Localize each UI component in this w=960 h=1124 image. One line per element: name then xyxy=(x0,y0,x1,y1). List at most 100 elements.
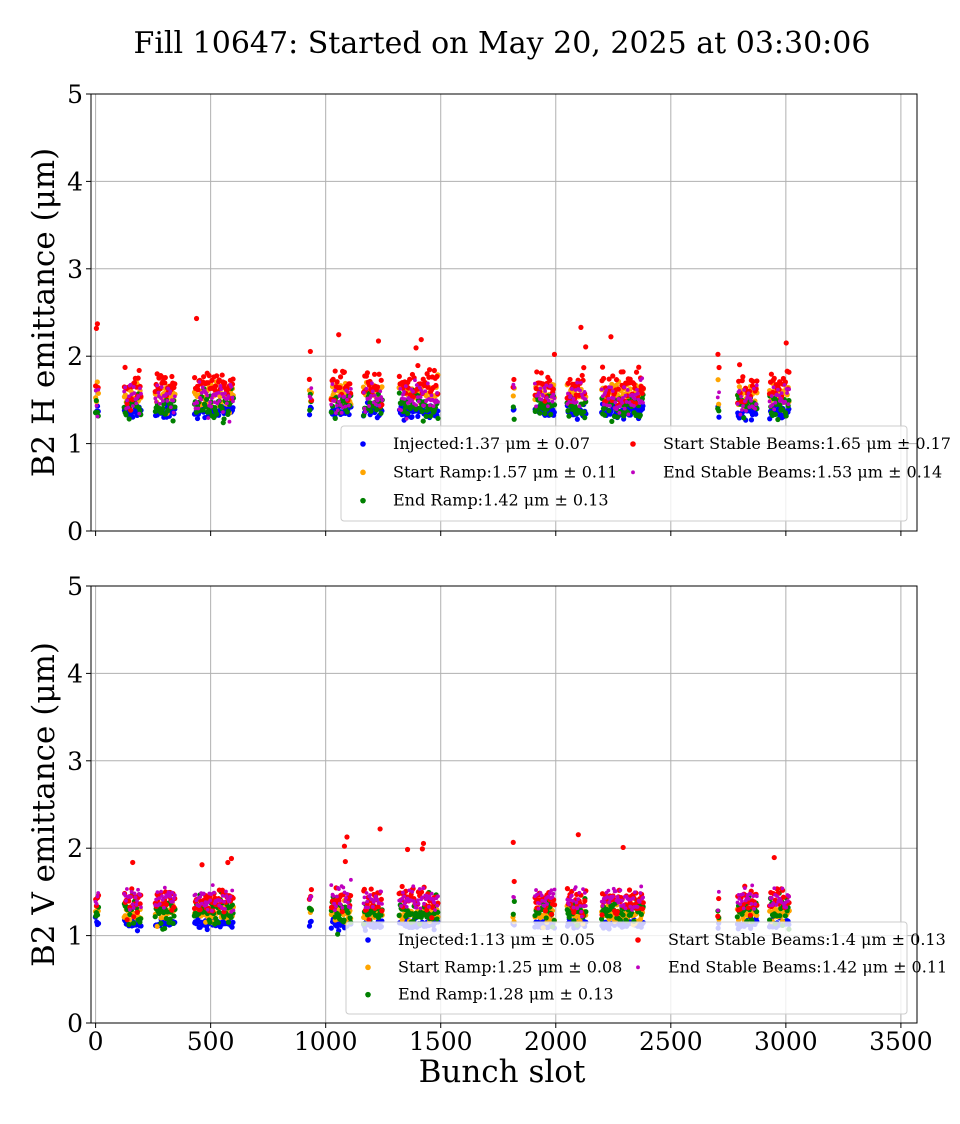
data-point xyxy=(601,402,606,407)
data-point xyxy=(783,399,788,404)
data-point xyxy=(414,383,419,388)
data-point xyxy=(738,902,743,907)
data-point xyxy=(752,906,756,911)
data-point xyxy=(552,887,557,892)
data-point xyxy=(348,905,352,910)
data-point xyxy=(551,351,558,357)
data-point xyxy=(336,887,341,891)
data-point xyxy=(138,916,144,922)
data-point xyxy=(230,376,236,382)
data-point xyxy=(511,898,517,904)
data-point xyxy=(344,834,350,840)
data-point xyxy=(411,389,415,394)
data-point xyxy=(205,907,210,912)
data-point xyxy=(228,914,234,920)
data-point xyxy=(415,362,421,369)
legend-label-end_ramp: End Ramp:1.28 μm ± 0.13 xyxy=(398,985,614,1004)
data-point xyxy=(230,888,235,893)
data-point xyxy=(579,909,584,914)
data-point xyxy=(378,896,384,902)
data-point xyxy=(641,400,645,405)
data-point xyxy=(640,900,646,906)
data-point xyxy=(369,393,373,398)
data-point xyxy=(122,392,128,398)
data-point xyxy=(160,897,165,902)
data-point xyxy=(750,378,756,384)
legend-marker-end_stable xyxy=(636,965,640,970)
data-point xyxy=(767,917,773,923)
data-point xyxy=(379,908,385,914)
data-point xyxy=(534,404,538,409)
data-point xyxy=(168,389,173,394)
data-point xyxy=(436,894,440,899)
data-point xyxy=(772,407,777,412)
data-point xyxy=(787,387,792,392)
data-point xyxy=(532,381,537,386)
data-point xyxy=(579,372,585,379)
data-point xyxy=(96,387,101,392)
data-point xyxy=(435,391,439,395)
data-point xyxy=(622,406,627,411)
data-point xyxy=(511,382,516,387)
data-point xyxy=(171,899,175,904)
data-point xyxy=(409,414,415,420)
data-point xyxy=(419,388,424,393)
data-point xyxy=(433,382,439,389)
data-point xyxy=(542,908,549,914)
data-point xyxy=(329,883,334,887)
data-point xyxy=(337,374,344,380)
data-point xyxy=(171,904,177,910)
data-point xyxy=(165,399,170,403)
data-point xyxy=(512,895,516,900)
data-point xyxy=(754,909,760,915)
data-point xyxy=(407,376,413,382)
legend-marker-start_ramp xyxy=(365,964,371,971)
data-point xyxy=(431,367,437,374)
data-point xyxy=(434,373,440,380)
data-point xyxy=(370,904,375,909)
data-point xyxy=(787,894,792,899)
data-point xyxy=(93,325,100,331)
x-tick-label: 0 xyxy=(88,1027,104,1056)
data-point xyxy=(610,373,616,379)
data-point xyxy=(715,913,721,919)
data-point xyxy=(94,321,101,327)
data-point xyxy=(226,394,231,399)
y-tick-label: 4 xyxy=(67,659,83,688)
data-point xyxy=(347,893,354,899)
data-point xyxy=(779,391,784,396)
data-point xyxy=(137,901,143,907)
data-point xyxy=(641,895,646,900)
data-point xyxy=(550,386,556,392)
data-point xyxy=(164,392,169,396)
data-point xyxy=(769,895,774,900)
data-point xyxy=(371,371,378,377)
data-point xyxy=(537,901,542,906)
legend: Injected:1.13 μm ± 0.05 Start Ramp:1.25 μ… xyxy=(345,921,947,1015)
data-point xyxy=(124,898,128,903)
data-point xyxy=(364,370,371,376)
data-point xyxy=(362,406,367,411)
data-point xyxy=(332,398,337,403)
data-point xyxy=(338,902,343,907)
data-point xyxy=(636,364,642,370)
data-point xyxy=(614,909,620,915)
data-point xyxy=(195,387,201,393)
data-point xyxy=(543,389,548,393)
data-point xyxy=(783,413,789,419)
data-point xyxy=(94,912,101,918)
data-point xyxy=(604,388,609,393)
data-point xyxy=(620,844,626,851)
data-point xyxy=(640,376,645,381)
data-point xyxy=(347,381,353,387)
legend: Injected:1.37 μm ± 0.07 Start Ramp:1.57 μ… xyxy=(340,425,951,522)
data-point xyxy=(538,370,544,376)
data-point xyxy=(219,372,225,378)
data-point xyxy=(201,374,207,380)
data-point xyxy=(608,403,612,408)
data-point xyxy=(569,387,574,391)
data-point xyxy=(510,393,516,399)
data-point xyxy=(171,410,176,415)
data-point xyxy=(134,928,141,934)
data-point xyxy=(615,386,621,392)
